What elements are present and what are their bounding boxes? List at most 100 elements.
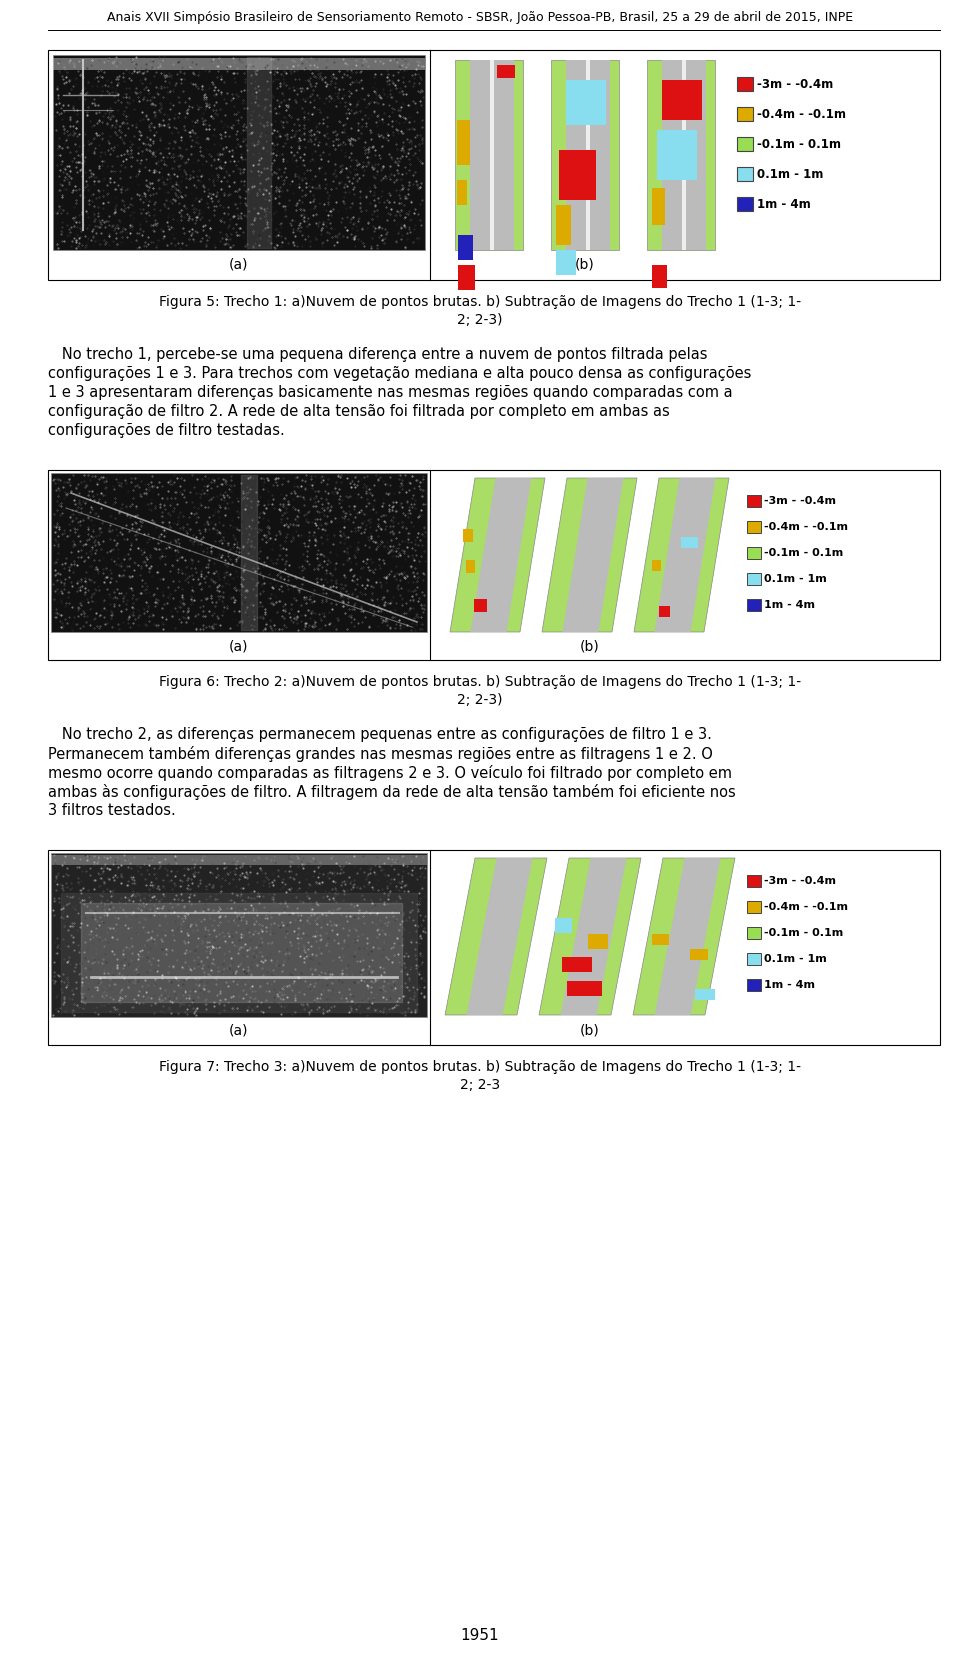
Polygon shape bbox=[747, 875, 761, 887]
Text: (b): (b) bbox=[580, 638, 599, 653]
Polygon shape bbox=[652, 561, 660, 571]
Polygon shape bbox=[747, 901, 761, 913]
Text: Figura 7: Trecho 3: a)Nuvem de pontos brutas. b) Subtração de Imagens do Trecho : Figura 7: Trecho 3: a)Nuvem de pontos br… bbox=[159, 1060, 801, 1073]
Polygon shape bbox=[556, 205, 571, 245]
Polygon shape bbox=[587, 60, 590, 250]
Polygon shape bbox=[655, 478, 715, 632]
Polygon shape bbox=[737, 197, 753, 212]
Text: Permanecem também diferenças grandes nas mesmas regiões entre as filtragens 1 e : Permanecem também diferenças grandes nas… bbox=[48, 746, 713, 762]
Text: -0.4m - -0.1m: -0.4m - -0.1m bbox=[764, 901, 848, 911]
Text: (b): (b) bbox=[580, 1024, 600, 1039]
Polygon shape bbox=[737, 137, 753, 151]
Text: ambas às configurações de filtro. A filtragem da rede de alta tensão também foi : ambas às configurações de filtro. A filt… bbox=[48, 784, 735, 801]
Polygon shape bbox=[563, 478, 623, 632]
Text: 0.1m - 1m: 0.1m - 1m bbox=[757, 167, 824, 180]
Text: 1951: 1951 bbox=[461, 1628, 499, 1642]
Text: 1m - 4m: 1m - 4m bbox=[757, 197, 811, 210]
Bar bbox=[53, 58, 425, 69]
Bar bbox=[51, 473, 427, 632]
Polygon shape bbox=[566, 981, 602, 996]
Polygon shape bbox=[695, 989, 715, 999]
Polygon shape bbox=[463, 529, 472, 543]
Polygon shape bbox=[737, 167, 753, 180]
Text: -0.1m - 0.1m: -0.1m - 0.1m bbox=[757, 137, 841, 151]
Polygon shape bbox=[747, 547, 761, 559]
Polygon shape bbox=[659, 607, 670, 617]
Polygon shape bbox=[542, 478, 637, 632]
Polygon shape bbox=[466, 561, 474, 572]
Text: -3m - -0.4m: -3m - -0.4m bbox=[764, 496, 836, 506]
Text: -0.4m - -0.1m: -0.4m - -0.1m bbox=[757, 108, 846, 121]
Bar bbox=[51, 853, 427, 1017]
Text: 3 filtros testados.: 3 filtros testados. bbox=[48, 802, 176, 819]
Polygon shape bbox=[683, 60, 686, 250]
Polygon shape bbox=[662, 60, 707, 250]
Polygon shape bbox=[747, 521, 761, 533]
Polygon shape bbox=[81, 903, 402, 1002]
Polygon shape bbox=[737, 108, 753, 121]
Polygon shape bbox=[470, 60, 515, 250]
Polygon shape bbox=[551, 60, 619, 250]
Polygon shape bbox=[562, 958, 592, 973]
Polygon shape bbox=[458, 265, 475, 289]
Polygon shape bbox=[491, 60, 494, 250]
Polygon shape bbox=[450, 478, 545, 632]
Text: configurações 1 e 3. Para trechos com vegetação mediana e alta pouco densa as co: configurações 1 e 3. Para trechos com ve… bbox=[48, 366, 752, 380]
Text: (b): (b) bbox=[575, 258, 595, 271]
Polygon shape bbox=[747, 572, 761, 586]
Polygon shape bbox=[241, 475, 257, 630]
Polygon shape bbox=[467, 858, 533, 1016]
Bar bbox=[51, 855, 427, 865]
Polygon shape bbox=[566, 60, 611, 250]
Text: -3m - -0.4m: -3m - -0.4m bbox=[764, 877, 836, 887]
Polygon shape bbox=[657, 131, 697, 180]
Polygon shape bbox=[473, 599, 487, 612]
Polygon shape bbox=[652, 265, 667, 288]
Text: 0.1m - 1m: 0.1m - 1m bbox=[764, 574, 827, 584]
Polygon shape bbox=[655, 858, 721, 1016]
Text: No trecho 1, percebe-se uma pequena diferença entre a nuvem de pontos filtrada p: No trecho 1, percebe-se uma pequena dife… bbox=[48, 347, 708, 362]
Polygon shape bbox=[470, 478, 532, 632]
Polygon shape bbox=[662, 79, 702, 121]
Polygon shape bbox=[747, 599, 761, 610]
Polygon shape bbox=[634, 478, 729, 632]
Text: 1m - 4m: 1m - 4m bbox=[764, 981, 815, 991]
Polygon shape bbox=[647, 60, 715, 250]
Text: 2; 2-3): 2; 2-3) bbox=[457, 693, 503, 706]
Text: No trecho 2, as diferenças permanecem pequenas entre as configurações de filtro : No trecho 2, as diferenças permanecem pe… bbox=[48, 728, 712, 743]
Text: 2; 2-3): 2; 2-3) bbox=[457, 313, 503, 327]
Polygon shape bbox=[681, 538, 698, 547]
Text: -0.1m - 0.1m: -0.1m - 0.1m bbox=[764, 928, 843, 938]
Text: -0.4m - -0.1m: -0.4m - -0.1m bbox=[764, 523, 848, 533]
Polygon shape bbox=[556, 250, 576, 275]
Polygon shape bbox=[539, 858, 641, 1016]
Text: (a): (a) bbox=[229, 638, 249, 653]
Polygon shape bbox=[747, 979, 761, 991]
Polygon shape bbox=[555, 918, 571, 933]
Polygon shape bbox=[61, 893, 417, 1012]
Text: -0.1m - 0.1m: -0.1m - 0.1m bbox=[764, 547, 843, 557]
Polygon shape bbox=[737, 78, 753, 91]
Text: mesmo ocorre quando comparadas as filtragens 2 e 3. O veículo foi filtrado por c: mesmo ocorre quando comparadas as filtra… bbox=[48, 766, 732, 781]
Text: 1 e 3 apresentaram diferenças basicamente nas mesmas regiões quando comparadas c: 1 e 3 apresentaram diferenças basicament… bbox=[48, 385, 732, 400]
Bar bbox=[48, 470, 940, 660]
Polygon shape bbox=[689, 949, 708, 961]
Text: configurações de filtro testadas.: configurações de filtro testadas. bbox=[48, 423, 285, 438]
Polygon shape bbox=[457, 121, 470, 165]
Polygon shape bbox=[559, 151, 596, 200]
Text: Anais XVII Simpósio Brasileiro de Sensoriamento Remoto - SBSR, João Pessoa-PB, B: Anais XVII Simpósio Brasileiro de Sensor… bbox=[107, 12, 853, 25]
Polygon shape bbox=[445, 858, 547, 1016]
Text: 1m - 4m: 1m - 4m bbox=[764, 600, 815, 610]
Polygon shape bbox=[455, 60, 523, 250]
Text: (a): (a) bbox=[229, 1024, 249, 1039]
Bar bbox=[48, 50, 940, 280]
Polygon shape bbox=[633, 858, 735, 1016]
Polygon shape bbox=[458, 235, 473, 260]
Polygon shape bbox=[561, 858, 627, 1016]
Polygon shape bbox=[588, 933, 608, 949]
Text: -3m - -0.4m: -3m - -0.4m bbox=[757, 78, 833, 91]
Bar bbox=[48, 850, 940, 1045]
Polygon shape bbox=[747, 953, 761, 964]
Polygon shape bbox=[652, 189, 665, 225]
Text: Figura 6: Trecho 2: a)Nuvem de pontos brutas. b) Subtração de Imagens do Trecho : Figura 6: Trecho 2: a)Nuvem de pontos br… bbox=[159, 675, 801, 690]
